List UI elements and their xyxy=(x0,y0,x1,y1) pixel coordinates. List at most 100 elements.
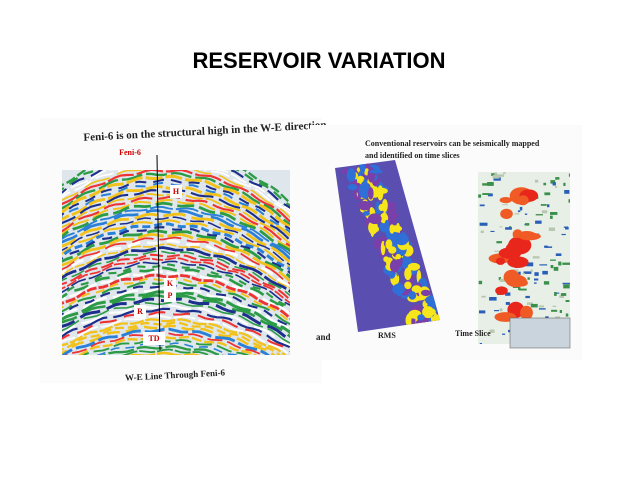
amplitude-speckle xyxy=(487,182,494,186)
reflector xyxy=(62,212,290,264)
marker-label: P xyxy=(168,291,173,300)
amplitude-speckle xyxy=(559,295,564,298)
amplitude-patch xyxy=(417,314,425,321)
reflector xyxy=(82,338,250,355)
amplitude-speckle xyxy=(565,227,569,230)
amplitude-speckle xyxy=(499,278,505,282)
amplitude-speckle xyxy=(554,292,557,296)
amplitude-patch xyxy=(395,282,404,297)
amplitude-speckle xyxy=(535,214,543,216)
amplitude-patch xyxy=(362,211,370,216)
amplitude-speckle xyxy=(527,302,533,305)
reflector xyxy=(62,229,290,279)
reflector xyxy=(62,216,290,266)
bright-spot xyxy=(498,247,522,259)
amplitude-speckle xyxy=(561,233,566,236)
marker-box xyxy=(143,332,165,345)
amplitude-speckle xyxy=(490,230,495,232)
amplitude-speckle xyxy=(519,288,527,291)
reflector xyxy=(62,253,290,301)
reflector xyxy=(62,287,290,331)
bright-spot xyxy=(499,197,512,204)
bright-spot xyxy=(520,305,533,320)
amplitude-patch xyxy=(404,281,412,290)
amplitude-speckle xyxy=(530,303,538,308)
amplitude-speckle xyxy=(493,177,501,181)
amplitude-patch xyxy=(387,205,396,216)
well-label: Feni-6 xyxy=(119,148,141,157)
time-slice-amplitudes xyxy=(478,172,570,344)
amplitude-patch xyxy=(411,285,422,293)
marker-box xyxy=(170,185,182,198)
reflector xyxy=(62,321,282,355)
reflector xyxy=(62,301,290,344)
amplitude-speckle xyxy=(544,192,551,196)
well-path xyxy=(156,154,161,351)
amplitude-speckle xyxy=(496,241,502,244)
amplitude-patch xyxy=(383,256,389,263)
marker-label: K xyxy=(167,279,174,288)
amplitude-speckle xyxy=(560,293,567,296)
amplitude-speckle xyxy=(481,295,486,298)
amplitude-speckle xyxy=(559,310,562,313)
amplitude-speckle xyxy=(487,193,493,197)
inset-section xyxy=(509,317,571,349)
amplitude-patch xyxy=(401,256,408,268)
amplitude-speckle xyxy=(494,310,499,312)
amplitude-speckle xyxy=(545,316,549,319)
amplitude-speckle xyxy=(552,182,556,186)
reflector xyxy=(62,219,290,269)
amplitude-patch xyxy=(377,185,384,201)
amplitude-speckle xyxy=(523,271,532,274)
amplitude-speckle xyxy=(492,174,500,179)
amplitude-speckle xyxy=(489,297,497,301)
bright-spot xyxy=(495,286,508,296)
amplitude-speckle xyxy=(505,292,511,296)
amplitude-speckle xyxy=(534,272,539,276)
bright-spot xyxy=(495,257,506,265)
bright-spot xyxy=(517,195,529,206)
reflector xyxy=(62,209,290,261)
reflector xyxy=(76,334,257,355)
reflector xyxy=(62,257,290,304)
amplitude-speckle xyxy=(525,262,534,267)
amplitude-patch xyxy=(347,184,358,191)
amplitude-speckle xyxy=(565,313,569,317)
reflector xyxy=(121,348,211,355)
amplitude-speckle xyxy=(550,265,554,269)
amplitude-speckle xyxy=(543,182,547,186)
amplitude-speckle xyxy=(568,173,570,177)
reflector xyxy=(62,324,276,355)
reflector xyxy=(62,198,290,250)
reflector xyxy=(62,266,290,312)
amplitude-patch xyxy=(356,175,364,183)
amplitude-speckle xyxy=(518,271,521,275)
amplitude-speckle xyxy=(555,253,562,256)
amplitude-speckle xyxy=(494,172,497,176)
time-slice-label: Time Slice xyxy=(455,329,491,338)
amplitude-speckle xyxy=(508,329,511,333)
reflector xyxy=(62,239,290,288)
amplitude-speckle xyxy=(540,204,547,206)
amplitude-speckle xyxy=(550,215,553,219)
amplitude-speckle xyxy=(498,277,501,281)
amplitude-patch xyxy=(370,221,375,238)
marker-box xyxy=(134,305,146,318)
reflector xyxy=(62,201,290,253)
marker-box xyxy=(164,278,176,302)
amplitude-patch xyxy=(389,259,400,273)
amplitude-patch xyxy=(358,200,372,211)
amplitude-patch xyxy=(394,233,409,246)
amplitude-speckle xyxy=(551,309,558,312)
amplitude-speckle xyxy=(556,292,560,294)
right-figure-title: and identified on time slices xyxy=(365,151,460,160)
amplitude-speckle xyxy=(479,204,485,207)
amplitude-speckle xyxy=(547,204,550,208)
amplitude-speckle xyxy=(565,300,570,302)
amplitude-speckle xyxy=(478,280,483,285)
amplitude-patch xyxy=(346,168,356,182)
amplitude-speckle xyxy=(518,287,521,291)
amplitude-speckle xyxy=(550,180,556,184)
